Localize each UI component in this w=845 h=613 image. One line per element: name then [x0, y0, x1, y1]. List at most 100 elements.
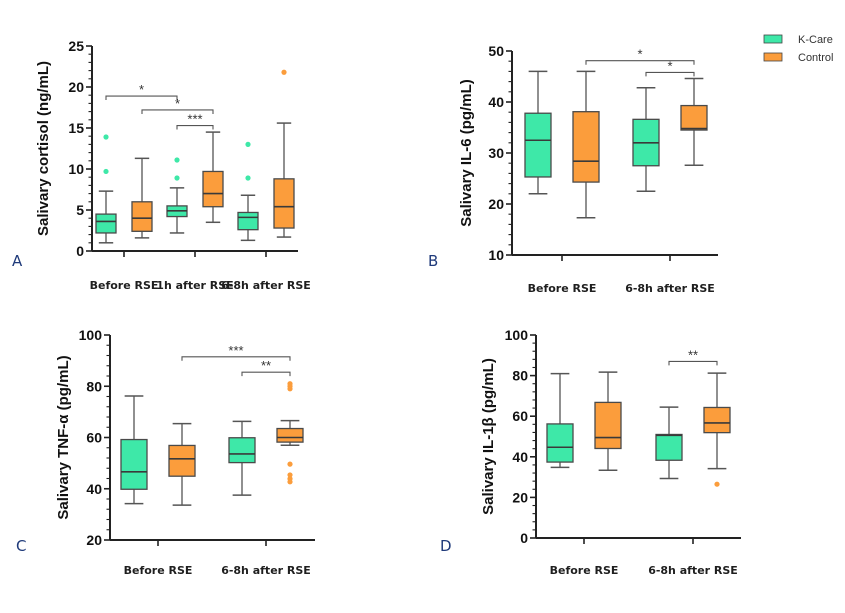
panel-b-il6: 10 20 30 40 50 Salivary IL-6 (pg/mL) B Before R…	[428, 43, 718, 295]
bracket-line	[181, 356, 291, 361]
outlier-point	[103, 134, 109, 140]
y-tick-label: 40	[512, 449, 528, 465]
y-tick-label: 40	[488, 94, 504, 110]
box-iqr	[655, 433, 683, 461]
legend-label-control: Control	[798, 52, 833, 64]
y-tick-label: 10	[488, 247, 504, 263]
box-iqr	[237, 211, 259, 231]
box-iqr	[168, 444, 196, 477]
bracket-line	[668, 360, 718, 366]
box-k-care	[228, 420, 256, 496]
box-iqr	[680, 104, 708, 131]
bracket-line	[645, 71, 695, 77]
box-iqr	[594, 401, 622, 450]
panel-c-tnf-alpha: 20 40 60 80 100 Salivary TNF-α (pg/mL) C Before…	[16, 327, 315, 577]
significance-bracket: *	[105, 82, 178, 101]
box-k-care	[237, 141, 259, 242]
bracket-line	[585, 60, 695, 65]
panel-letter: B	[428, 252, 438, 270]
legend-item-control: Control	[763, 52, 833, 64]
box-control	[273, 69, 295, 238]
significance-label: **	[261, 358, 271, 373]
y-tick-label: 15	[68, 120, 84, 136]
box-control	[276, 381, 304, 485]
y-tick-label: 20	[68, 79, 84, 95]
box-iqr	[276, 427, 304, 443]
box-iqr	[546, 423, 574, 463]
y-tick-label: 10	[68, 161, 84, 177]
significance-label: *	[637, 47, 642, 62]
y-tick-label: 25	[68, 38, 84, 54]
x-category-label: Before RSE	[550, 564, 619, 577]
panel-letter: C	[16, 537, 26, 555]
panel-a-cortisol: 0 5 10 15 20 25 Salivary cortisol (ng/mL) A Befo…	[12, 38, 311, 292]
x-category-label: 6-8h after RSE	[221, 564, 311, 577]
outlier-point	[245, 175, 251, 181]
y-axis-title: Salivary IL-1β (pg/mL)	[480, 358, 497, 515]
y-tick-label: 5	[76, 202, 84, 218]
bracket-line	[105, 95, 178, 101]
y-axis-title: Salivary TNF-α (pg/mL)	[55, 355, 72, 519]
box-k-care	[546, 372, 574, 469]
significance-bracket: **	[668, 347, 718, 366]
y-tick-label: 60	[512, 408, 528, 424]
box-control	[703, 372, 731, 487]
x-category-label: 1h after RSE	[156, 279, 233, 292]
outlier-point	[714, 481, 720, 487]
legend-swatch-k-care	[763, 34, 783, 44]
box-iqr	[524, 112, 552, 178]
y-tick-label: 60	[86, 430, 102, 446]
x-category-label: Before RSE	[90, 279, 159, 292]
box-control	[680, 77, 708, 166]
legend: K-Care Control	[763, 34, 833, 64]
box-k-care	[166, 157, 188, 234]
box-iqr	[703, 406, 731, 434]
outlier-point	[287, 472, 293, 478]
box-iqr	[202, 170, 224, 208]
y-axis-title: Salivary cortisol (ng/mL)	[35, 61, 52, 236]
y-tick-label: 20	[488, 196, 504, 212]
outlier-point	[287, 386, 293, 392]
significance-bracket: *	[645, 58, 695, 77]
significance-label: ***	[228, 343, 243, 358]
significance-label: *	[139, 82, 144, 97]
significance-bracket: *	[141, 96, 214, 114]
box-k-care	[95, 134, 117, 244]
outlier-point	[281, 69, 287, 75]
y-axis-title: Salivary IL-6 (pg/mL)	[458, 79, 475, 227]
y-tick-label: 50	[488, 43, 504, 59]
bracket-line	[176, 124, 214, 130]
significance-label: ***	[187, 112, 202, 127]
panel-letter: D	[440, 537, 452, 555]
legend-item-k-care: K-Care	[763, 34, 833, 46]
significance-bracket: ***	[176, 112, 214, 130]
box-k-care	[120, 395, 148, 505]
bracket-line	[141, 109, 214, 114]
legend-label-k-care: K-Care	[798, 34, 833, 46]
outlier-point	[287, 479, 293, 485]
box-control	[572, 70, 600, 219]
box-iqr	[572, 111, 600, 183]
box-iqr	[95, 213, 117, 234]
y-tick-label: 0	[520, 530, 528, 546]
box-k-care	[632, 86, 660, 192]
x-category-label: 6-8h after RSE	[221, 279, 311, 292]
box-k-care	[524, 70, 552, 195]
y-tick-label: 100	[79, 327, 103, 343]
box-iqr	[228, 437, 256, 464]
box-control	[202, 131, 224, 224]
box-iqr	[273, 178, 295, 229]
y-tick-label: 80	[512, 368, 528, 384]
panel-letter: A	[12, 252, 23, 270]
significance-label: *	[667, 58, 672, 73]
y-tick-label: 0	[76, 243, 84, 259]
significance-label: **	[688, 347, 698, 362]
box-control	[131, 157, 153, 239]
outlier-point	[103, 168, 109, 175]
x-category-label: 6-8h after RSE	[648, 564, 738, 577]
box-k-care	[655, 406, 683, 480]
outlier-point	[174, 157, 180, 163]
y-tick-label: 40	[86, 481, 102, 497]
box-iqr	[131, 201, 153, 232]
box-control	[594, 371, 622, 471]
